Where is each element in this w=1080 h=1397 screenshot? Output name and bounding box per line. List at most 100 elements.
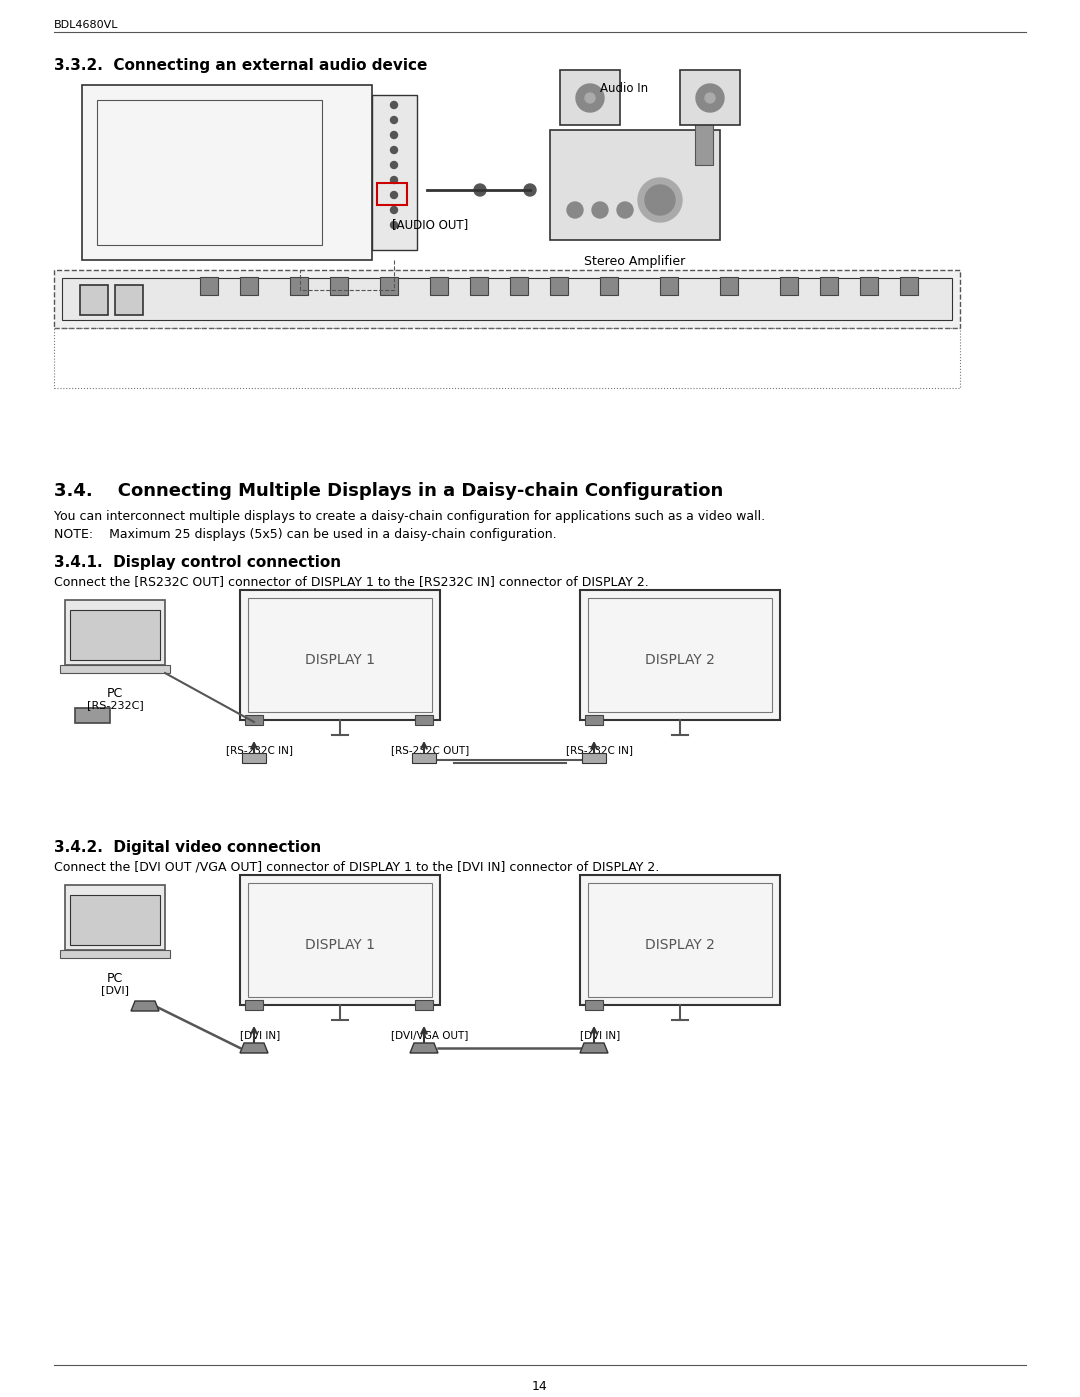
Text: 3.4.    Connecting Multiple Displays in a Daisy-chain Configuration: 3.4. Connecting Multiple Displays in a D… <box>54 482 724 500</box>
Bar <box>600 277 618 295</box>
Bar <box>82 85 372 260</box>
Bar <box>411 753 436 763</box>
Bar <box>585 715 603 725</box>
Text: PC: PC <box>107 972 123 985</box>
Bar <box>720 277 738 295</box>
Text: [RS-232C]: [RS-232C] <box>86 700 144 710</box>
Bar <box>415 1000 433 1010</box>
Bar <box>248 598 432 712</box>
Text: You can interconnect multiple displays to create a daisy-chain configuration for: You can interconnect multiple displays t… <box>54 510 765 522</box>
Text: BDL4680VL: BDL4680VL <box>54 20 119 29</box>
Circle shape <box>592 203 608 218</box>
Bar <box>900 277 918 295</box>
Circle shape <box>391 131 397 138</box>
Bar <box>60 950 170 958</box>
Bar <box>380 277 399 295</box>
Bar <box>580 875 780 1004</box>
Polygon shape <box>131 1002 159 1011</box>
Text: DISPLAY 2: DISPLAY 2 <box>645 652 715 666</box>
Text: 3.3.2.  Connecting an external audio device: 3.3.2. Connecting an external audio devi… <box>54 59 428 73</box>
Bar <box>240 590 440 719</box>
Bar <box>114 285 143 314</box>
Circle shape <box>696 84 724 112</box>
Text: [DVI IN]: [DVI IN] <box>240 1030 280 1039</box>
Bar <box>470 277 488 295</box>
Text: [RS-232C IN]: [RS-232C IN] <box>567 745 634 754</box>
Polygon shape <box>240 1044 268 1053</box>
Bar <box>54 270 960 328</box>
Text: 3.4.1.  Display control connection: 3.4.1. Display control connection <box>54 555 341 570</box>
Bar <box>510 277 528 295</box>
Bar <box>70 895 160 944</box>
Text: [DVI/VGA OUT]: [DVI/VGA OUT] <box>391 1030 469 1039</box>
Bar <box>291 277 308 295</box>
Bar <box>372 95 417 250</box>
Bar <box>780 277 798 295</box>
Text: DISPLAY 2: DISPLAY 2 <box>645 937 715 951</box>
Polygon shape <box>410 1044 438 1053</box>
Text: 14: 14 <box>532 1380 548 1393</box>
Bar <box>330 277 348 295</box>
Circle shape <box>391 207 397 214</box>
Bar <box>60 665 170 673</box>
Bar <box>580 590 780 719</box>
Bar <box>200 277 218 295</box>
Text: Connect the [RS232C OUT] connector of DISPLAY 1 to the [RS232C IN] connector of : Connect the [RS232C OUT] connector of DI… <box>54 576 649 588</box>
Bar <box>65 886 165 950</box>
Bar <box>680 70 740 124</box>
Text: PC: PC <box>107 687 123 700</box>
Circle shape <box>391 191 397 198</box>
Bar <box>585 1000 603 1010</box>
Circle shape <box>391 116 397 123</box>
Bar <box>696 115 713 165</box>
Text: [DVI IN]: [DVI IN] <box>580 1030 620 1039</box>
Circle shape <box>524 184 536 196</box>
Circle shape <box>576 84 604 112</box>
Polygon shape <box>580 1044 608 1053</box>
Circle shape <box>567 203 583 218</box>
Circle shape <box>391 222 397 229</box>
Bar <box>80 285 108 314</box>
Bar <box>582 753 606 763</box>
Bar <box>550 130 720 240</box>
Bar <box>97 101 322 244</box>
Text: 3.4.2.  Digital video connection: 3.4.2. Digital video connection <box>54 840 321 855</box>
Bar <box>377 183 407 205</box>
Bar <box>245 1000 264 1010</box>
Bar <box>561 70 620 124</box>
Bar <box>70 610 160 659</box>
Bar <box>550 277 568 295</box>
Circle shape <box>705 94 715 103</box>
Circle shape <box>585 94 595 103</box>
Text: [RS-232C IN]: [RS-232C IN] <box>227 745 294 754</box>
Bar <box>62 278 951 320</box>
Text: [AUDIO OUT]: [AUDIO OUT] <box>392 218 468 231</box>
Bar <box>240 277 258 295</box>
Bar <box>248 883 432 997</box>
Circle shape <box>391 147 397 154</box>
Circle shape <box>391 176 397 183</box>
Bar <box>65 599 165 665</box>
Text: NOTE:    Maximum 25 displays (5x5) can be used in a daisy-chain configuration.: NOTE: Maximum 25 displays (5x5) can be u… <box>54 528 556 541</box>
Bar <box>660 277 678 295</box>
Text: DISPLAY 1: DISPLAY 1 <box>305 652 375 666</box>
Bar <box>415 715 433 725</box>
Circle shape <box>474 184 486 196</box>
Bar <box>245 715 264 725</box>
Bar <box>240 875 440 1004</box>
Text: [RS-232C OUT]: [RS-232C OUT] <box>391 745 469 754</box>
Bar <box>588 883 772 997</box>
Text: [DVI]: [DVI] <box>102 985 129 995</box>
Bar <box>860 277 878 295</box>
Circle shape <box>638 177 681 222</box>
Circle shape <box>391 162 397 169</box>
Bar <box>588 598 772 712</box>
Bar <box>242 753 266 763</box>
Text: Stereo Amplifier: Stereo Amplifier <box>584 256 686 268</box>
Bar <box>820 277 838 295</box>
Bar <box>75 708 110 724</box>
Circle shape <box>391 102 397 109</box>
Text: Audio In: Audio In <box>600 82 648 95</box>
Text: Connect the [DVI OUT /VGA OUT] connector of DISPLAY 1 to the [DVI IN] connector : Connect the [DVI OUT /VGA OUT] connector… <box>54 861 659 873</box>
Bar <box>430 277 448 295</box>
